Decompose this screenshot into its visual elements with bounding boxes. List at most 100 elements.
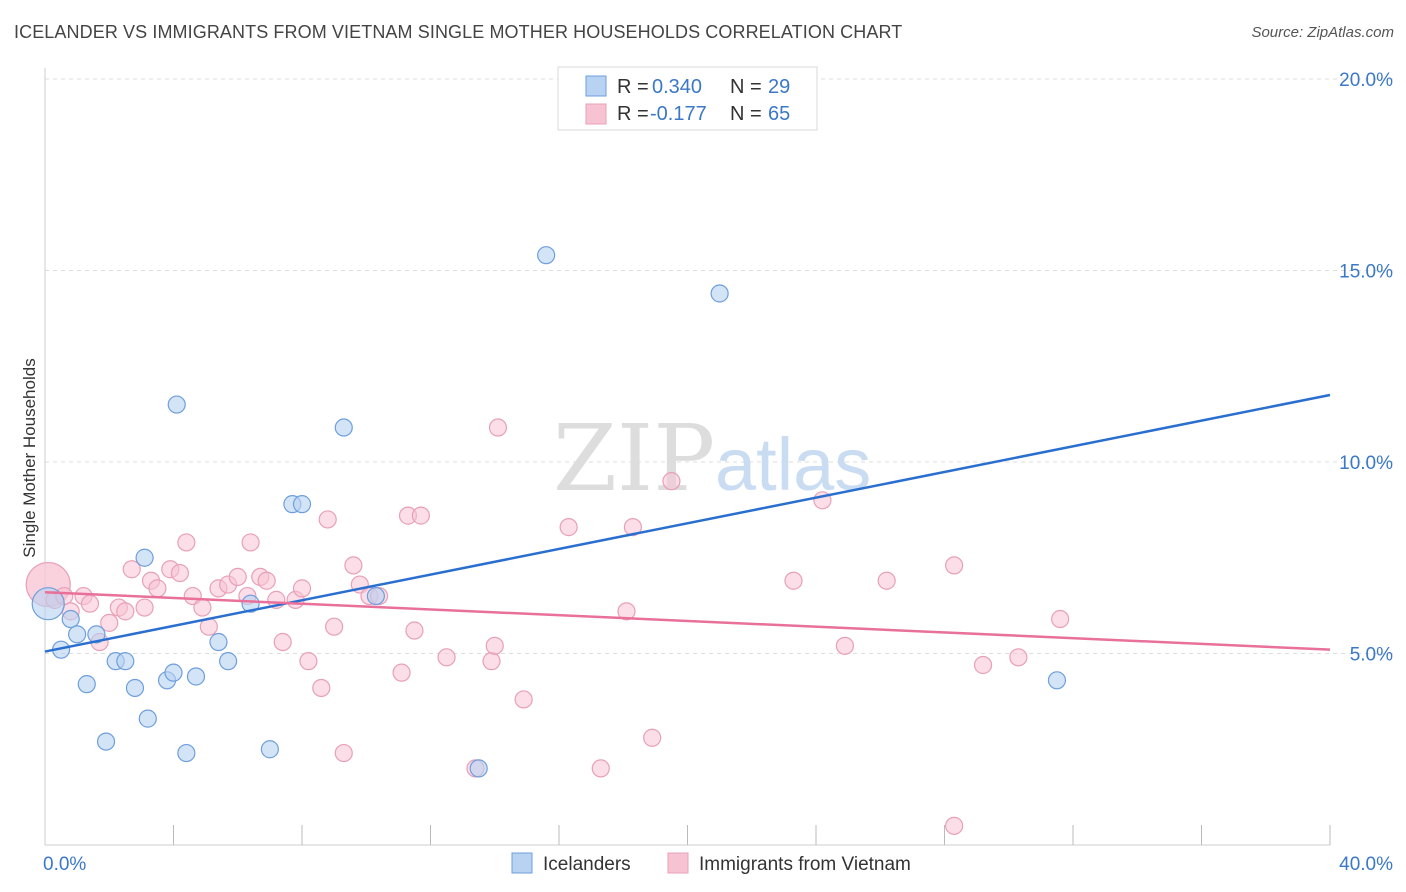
data-point-vietnam	[344, 556, 363, 575]
data-point-icelanders	[292, 495, 312, 514]
data-point-vietnam	[135, 598, 154, 617]
y-tick-label: 20.0%	[1339, 70, 1393, 91]
data-point-vietnam	[299, 652, 318, 671]
data-point-icelanders	[334, 418, 353, 437]
data-point-vietnam	[122, 560, 141, 579]
legend-n-label: N =	[730, 76, 762, 98]
data-point-vietnam	[662, 472, 681, 491]
legend-r-value: 0.340	[652, 76, 702, 98]
data-point-icelanders	[260, 740, 279, 759]
y-tick-label: 15.0%	[1339, 262, 1393, 283]
stats-legend: R = 0.340 N = 29 R = -0.177 N = 65	[557, 66, 818, 131]
data-point-icelanders	[209, 632, 228, 652]
data-point-icelanders	[177, 743, 196, 763]
y-tick-label: 5.0%	[1350, 645, 1393, 666]
data-point-vietnam	[241, 533, 260, 552]
data-point-vietnam	[482, 652, 501, 671]
data-point-vietnam	[1009, 648, 1028, 667]
data-point-vietnam	[257, 571, 276, 590]
data-point-icelanders	[31, 587, 65, 621]
data-point-icelanders	[138, 709, 157, 728]
data-point-vietnam	[193, 598, 212, 617]
data-point-icelanders	[537, 246, 556, 265]
trend-lines	[44, 393, 1331, 653]
data-point-icelanders	[125, 678, 145, 698]
y-tick-label: 10.0%	[1339, 453, 1393, 474]
data-point-vietnam	[784, 571, 803, 590]
data-point-vietnam	[623, 518, 642, 537]
data-point-vietnam	[591, 759, 610, 778]
series-vietnam-points	[25, 418, 1070, 835]
data-point-vietnam	[292, 579, 312, 598]
data-point-vietnam	[485, 636, 504, 655]
data-point-vietnam	[177, 533, 196, 552]
data-point-vietnam	[228, 567, 247, 587]
data-point-vietnam	[514, 690, 533, 709]
data-point-icelanders	[219, 652, 238, 671]
legend-r-label: R =	[617, 76, 649, 98]
data-point-icelanders	[87, 625, 106, 644]
data-point-vietnam	[559, 518, 578, 537]
series-legend: Icelanders Immigrants from Vietnam	[511, 852, 911, 875]
legend-label-vietnam: Immigrants from Vietnam	[699, 854, 911, 875]
data-point-vietnam	[643, 728, 662, 747]
data-point-icelanders	[68, 625, 87, 644]
data-point-vietnam	[488, 418, 508, 437]
data-point-vietnam	[945, 556, 964, 575]
legend-r-label: R =	[617, 103, 649, 125]
data-point-vietnam	[835, 636, 855, 655]
data-point-icelanders	[77, 675, 96, 694]
data-point-vietnam	[411, 506, 430, 525]
y-axis-label: Single Mother Households	[20, 358, 39, 557]
data-point-vietnam	[877, 571, 896, 590]
data-point-vietnam	[318, 510, 337, 529]
trendline-icelanders	[44, 393, 1331, 653]
data-point-icelanders	[710, 284, 729, 303]
legend-label-icelanders: Icelanders	[543, 854, 631, 875]
data-point-icelanders	[241, 594, 260, 613]
x-tick-label: 40.0%	[1339, 854, 1393, 875]
data-point-icelanders	[116, 652, 135, 671]
legend-n-label: N =	[730, 103, 762, 125]
chart-title: ICELANDER VS IMMIGRANTS FROM VIETNAM SIN…	[14, 22, 903, 42]
legend-r-value: -0.177	[650, 103, 707, 125]
data-point-vietnam	[405, 621, 424, 640]
legend-n-value: 29	[768, 76, 790, 98]
data-point-icelanders	[366, 586, 385, 606]
legend-swatch-vietnam	[585, 103, 607, 125]
data-point-vietnam	[325, 617, 344, 636]
legend-swatch-vietnam	[667, 852, 689, 874]
data-point-vietnam	[945, 816, 964, 835]
trendline-vietnam	[44, 590, 1331, 651]
data-point-vietnam	[617, 602, 636, 621]
data-point-vietnam	[334, 743, 353, 763]
data-point-vietnam	[312, 678, 331, 698]
x-tick-label: 0.0%	[43, 854, 86, 875]
legend-swatch-icelanders	[585, 75, 607, 97]
data-point-icelanders	[469, 759, 488, 778]
data-point-icelanders	[164, 663, 183, 682]
data-point-vietnam	[148, 579, 167, 598]
data-point-icelanders	[96, 732, 116, 751]
data-point-vietnam	[973, 655, 993, 675]
tick-labels: 5.0% 10.0% 15.0% 20.0% 0.0% 40.0%	[43, 70, 1393, 875]
data-point-vietnam	[1051, 609, 1070, 629]
data-point-icelanders	[135, 548, 154, 567]
grid-lines	[45, 78, 1395, 654]
series-icelanders-points	[31, 246, 1067, 778]
legend-swatch-icelanders	[511, 852, 533, 874]
watermark-atlas: atlas	[715, 423, 871, 506]
legend-n-value: 65	[768, 103, 790, 125]
data-point-vietnam	[170, 563, 190, 583]
data-point-vietnam	[392, 663, 411, 682]
axes	[44, 68, 1331, 846]
source-credit: Source: ZipAtlas.com	[1251, 24, 1394, 41]
data-point-vietnam	[80, 594, 100, 613]
watermark-zip: ZIP	[553, 405, 715, 512]
data-point-vietnam	[437, 648, 456, 667]
data-point-icelanders	[1047, 671, 1067, 690]
data-point-vietnam	[100, 613, 119, 632]
data-point-vietnam	[116, 602, 135, 621]
data-point-icelanders	[61, 609, 80, 629]
